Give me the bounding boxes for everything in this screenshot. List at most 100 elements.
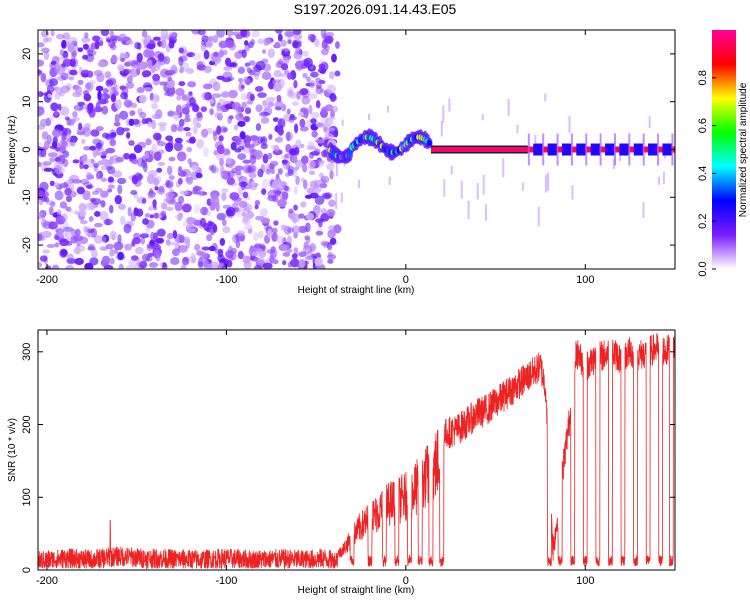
noise-cell [212, 131, 218, 142]
noise-cell [179, 190, 189, 195]
noise-cell [321, 106, 328, 115]
noise-cell [190, 171, 199, 181]
noise-cell [272, 259, 279, 265]
noise-cell [241, 92, 247, 101]
noise-cell [260, 143, 268, 150]
noise-cell [177, 126, 185, 132]
pulse-cell [579, 143, 583, 156]
noise-cell [295, 47, 302, 55]
noise-cell [249, 135, 259, 142]
noise-cell [284, 172, 291, 177]
noise-cell [284, 30, 294, 38]
noise-cell [287, 91, 298, 99]
noise-cell [200, 44, 207, 51]
noise-cell [141, 70, 152, 78]
noise-cell [324, 132, 332, 138]
noise-cell [108, 39, 116, 48]
noise-cell [267, 101, 275, 107]
noise-cell [216, 144, 225, 155]
noise-cell [151, 102, 158, 110]
noise-cell [130, 59, 139, 68]
noise-cell [113, 241, 124, 251]
noise-cell [293, 186, 298, 195]
noise-cell [299, 143, 305, 149]
noise-cell [88, 243, 95, 251]
noise-cell [286, 108, 291, 115]
pulse-cell [594, 143, 597, 156]
noise-cell [216, 125, 222, 135]
faint-streak [521, 182, 524, 191]
faint-streak [368, 113, 371, 121]
noise-cell [66, 206, 72, 212]
noise-cell [55, 61, 62, 69]
noise-cell [223, 66, 233, 71]
noise-cell [103, 264, 114, 269]
noise-cell [48, 206, 54, 216]
noise-cell [54, 164, 62, 175]
noise-cell [287, 36, 292, 44]
pulse-cell [540, 143, 543, 156]
noise-cell [230, 141, 237, 151]
noise-cell [146, 174, 155, 185]
noise-cell [306, 212, 315, 221]
pulse-cell [567, 143, 570, 156]
noise-cell [120, 92, 127, 100]
noise-cell [177, 177, 183, 185]
noise-cell [53, 110, 59, 117]
noise-cell [242, 191, 249, 199]
noise-cell [213, 55, 221, 63]
noise-cell [286, 248, 293, 253]
noise-cell [86, 174, 95, 180]
noise-cell [152, 73, 161, 82]
noise-cell [51, 128, 62, 138]
noise-cell [299, 126, 309, 132]
pulse-cell [640, 143, 644, 156]
noise-cell [276, 136, 284, 143]
noise-cell [76, 242, 81, 247]
noise-cell [117, 65, 125, 72]
pulse-cell [554, 143, 557, 156]
noise-cell [243, 203, 253, 213]
noise-cell [320, 30, 327, 39]
noise-cell [60, 249, 68, 256]
noise-cell [327, 258, 334, 264]
pulse-streak [585, 133, 588, 166]
noise-cell [301, 155, 309, 165]
pulse-cell [660, 146, 663, 153]
noise-cell [73, 234, 83, 242]
noise-cell [100, 30, 110, 37]
noise-cell [277, 127, 284, 136]
noise-cell [74, 85, 83, 96]
pulse-cell [533, 143, 536, 156]
noise-cell [165, 180, 174, 189]
noise-cell [121, 72, 128, 78]
noise-cell [317, 67, 327, 74]
noise-cell [100, 200, 106, 208]
noise-cell [225, 208, 233, 217]
noise-cell [309, 181, 319, 190]
pulse-cell [549, 143, 552, 156]
noise-cell [48, 221, 58, 230]
pulse-cell [601, 146, 604, 153]
noise-cell [301, 88, 310, 99]
noise-cell [40, 218, 48, 228]
noise-cell [111, 54, 118, 64]
pulse-cell [633, 143, 636, 156]
noise-cell [63, 226, 74, 232]
noise-cell [42, 249, 51, 254]
pulse-cell [581, 143, 584, 156]
noise-cell [99, 210, 109, 221]
noise-cell [83, 225, 88, 233]
noise-cell [216, 212, 226, 221]
faint-streak [516, 124, 519, 134]
noise-cell [172, 230, 178, 239]
noise-cell [187, 158, 192, 165]
noise-cell [166, 232, 174, 240]
noise-cell [141, 118, 147, 125]
noise-cell [280, 63, 289, 71]
noise-cell [302, 163, 308, 173]
noise-cell [38, 262, 43, 268]
noise-cell [298, 259, 306, 268]
y-tick-label: 10 [21, 96, 33, 108]
noise-cell [119, 110, 129, 120]
